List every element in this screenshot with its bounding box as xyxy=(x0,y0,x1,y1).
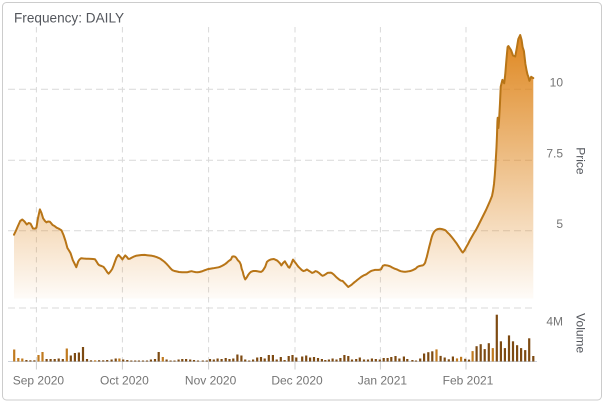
svg-text:10: 10 xyxy=(550,76,564,90)
svg-text:Dec 2020: Dec 2020 xyxy=(271,374,323,388)
svg-text:Feb 2021: Feb 2021 xyxy=(443,374,494,388)
svg-text:Jan 2021: Jan 2021 xyxy=(358,374,408,388)
svg-text:Volume: Volume xyxy=(574,313,588,353)
svg-text:Sep 2020: Sep 2020 xyxy=(13,374,65,388)
svg-text:Frequency: DAILY: Frequency: DAILY xyxy=(14,11,124,26)
svg-text:Oct 2020: Oct 2020 xyxy=(100,374,149,388)
svg-text:Nov 2020: Nov 2020 xyxy=(185,374,237,388)
svg-text:Price: Price xyxy=(574,147,588,175)
svg-text:5: 5 xyxy=(556,217,563,231)
svg-text:7.5: 7.5 xyxy=(546,147,563,161)
svg-text:4M: 4M xyxy=(546,315,563,329)
